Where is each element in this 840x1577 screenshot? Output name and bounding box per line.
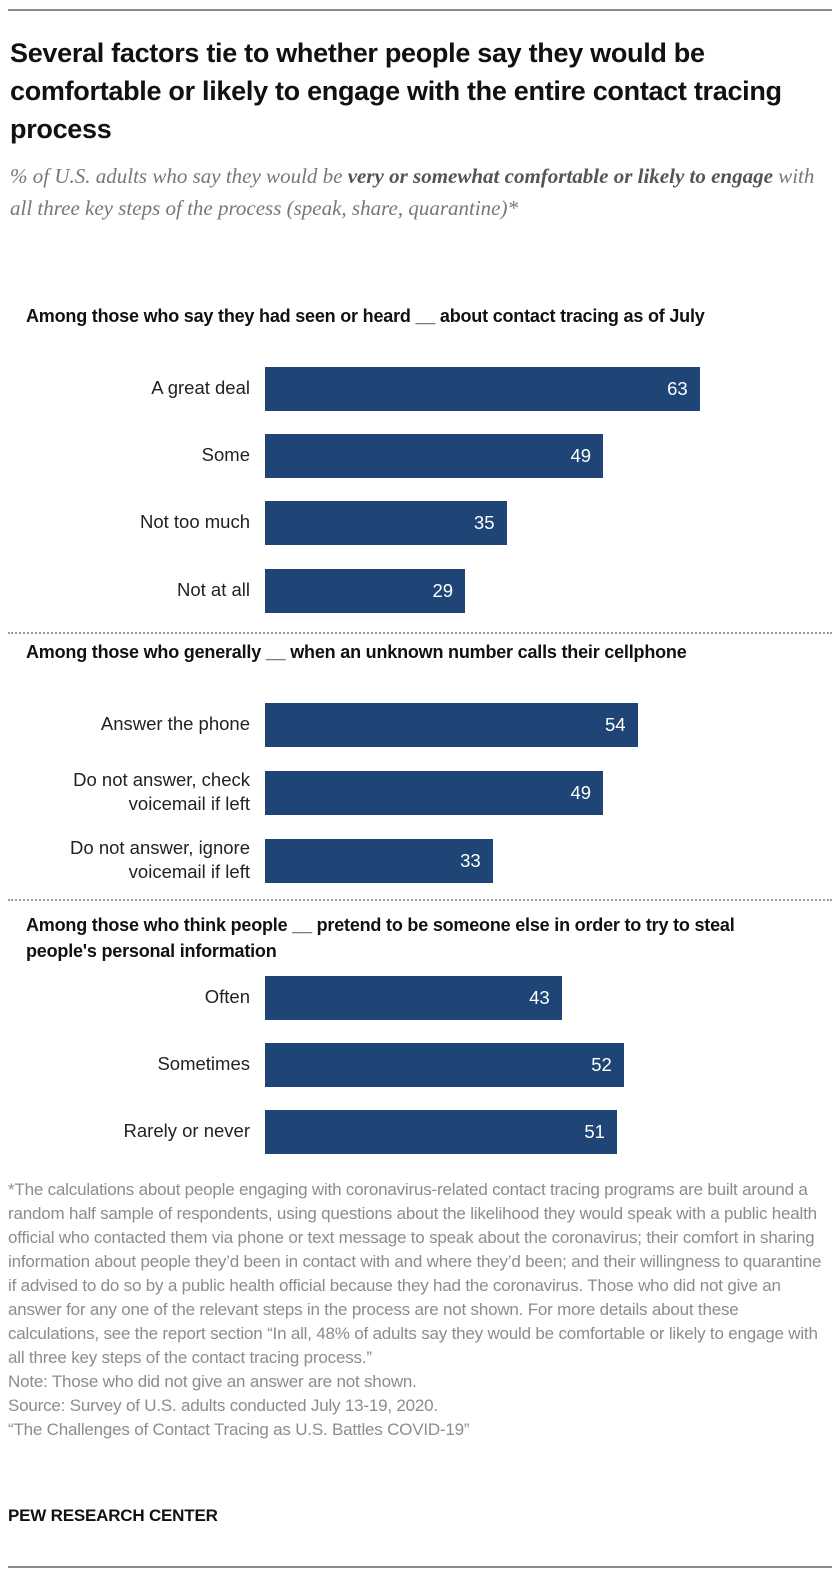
data-label: 54 (605, 714, 626, 735)
category-label: Do not answer, ignore voicemail if left (0, 836, 250, 884)
bar (265, 703, 638, 747)
subtitle-text-bold: very or somewhat comfortable or likely t… (347, 164, 773, 188)
category-label-line: Often (204, 986, 250, 1007)
category-label-line: Answer the phone (100, 713, 250, 734)
bar (265, 569, 466, 613)
footnote-text: *The calculations about people engaging … (8, 1180, 822, 1367)
data-label: 63 (667, 378, 688, 399)
bar (265, 839, 493, 883)
category-label-line: A great deal (151, 377, 250, 398)
top-rule (8, 9, 832, 11)
pew-research-center-logo: PEW RESEARCH CENTER (8, 1506, 218, 1525)
note-text: Note: Those who did not give an answer a… (8, 1372, 417, 1391)
data-label: 43 (529, 987, 550, 1008)
category-label-line: Do not answer, check (73, 769, 250, 790)
bar (265, 367, 700, 411)
section-divider (8, 899, 832, 901)
category-label: Answer the phone (0, 712, 250, 736)
bar (265, 1043, 624, 1087)
data-label: 33 (460, 850, 481, 871)
bar (265, 1110, 617, 1154)
category-label-line: voicemail if left (128, 793, 250, 814)
bar (265, 501, 507, 545)
data-label: 29 (432, 580, 454, 601)
data-label: 35 (473, 512, 495, 533)
category-label: A great deal (0, 376, 250, 400)
category-label: Some (0, 443, 250, 467)
bar (265, 976, 562, 1020)
category-label-line: Rarely or never (123, 1120, 250, 1141)
data-label: 51 (584, 1121, 605, 1142)
category-label: Rarely or never (0, 1119, 250, 1143)
category-label-line: Sometimes (157, 1053, 250, 1074)
data-label: 49 (570, 782, 592, 803)
subtitle-text-pre: % of U.S. adults who say they would be (10, 164, 348, 188)
category-label: Not too much (0, 510, 250, 534)
data-label: 49 (570, 445, 592, 466)
category-label-line: Not at all (176, 579, 250, 600)
category-label: Do not answer, check voicemail if left (0, 768, 250, 816)
bottom-rule (8, 1566, 832, 1568)
bar (265, 771, 604, 815)
section-heading-awareness: Among those who say they had seen or hea… (26, 306, 705, 326)
category-label-line: voicemail if left (128, 861, 250, 882)
section-heading-unknown-calls: Among those who generally __ when an unk… (26, 642, 687, 662)
section-divider (8, 632, 832, 634)
subtitle-text-post: with all three key steps of the process … (10, 164, 815, 220)
chart-title: Several factors tie to whether people sa… (10, 38, 782, 144)
source-text: Source: Survey of U.S. adults conducted … (8, 1396, 438, 1415)
bar (265, 434, 604, 478)
report-title: “The Challenges of Contact Tracing as U.… (8, 1420, 470, 1439)
category-label: Sometimes (0, 1052, 250, 1076)
category-label-line: Some (201, 444, 250, 465)
category-label-line: Not too much (139, 511, 250, 532)
category-label: Often (0, 985, 250, 1009)
category-label: Not at all (0, 578, 250, 602)
category-label-line: Do not answer, ignore (70, 837, 250, 858)
footnote-block: *The calculations about people engaging … (8, 1178, 833, 1442)
data-label: 52 (591, 1054, 612, 1075)
chart-subtitle: % of U.S. adults who say they would be v… (10, 160, 830, 224)
section-heading-impersonation: Among those who think people __ pretend … (26, 915, 735, 961)
